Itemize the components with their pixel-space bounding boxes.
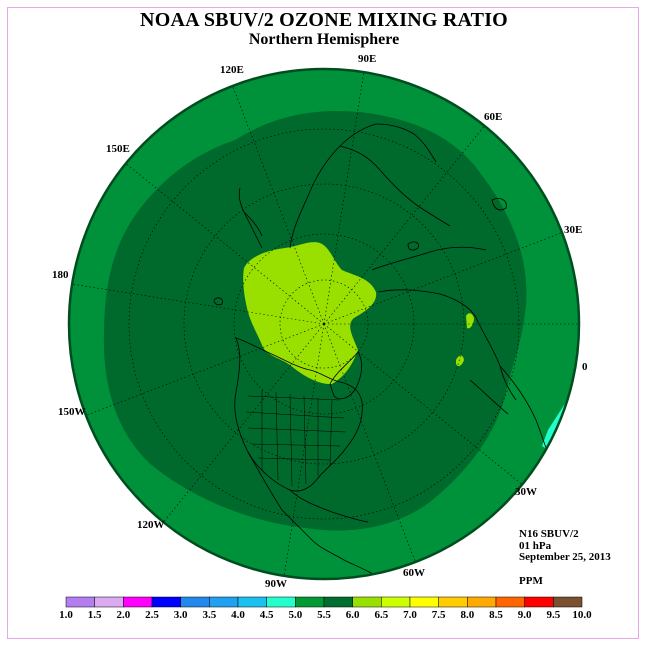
colorbar-tick-label: 5.5 [317, 609, 331, 621]
ozone-core-small-2 [456, 355, 464, 367]
colorbar-swatch [495, 596, 525, 608]
lon-label-150e: 150E [106, 143, 130, 155]
lon-label-180: 180 [52, 269, 69, 281]
colorbar-tick-label: 9.5 [546, 609, 560, 621]
lon-label-90e: 90E [358, 53, 376, 65]
info-date: September 25, 2013 [519, 551, 611, 563]
colorbar-tick-label: 3.0 [174, 609, 188, 621]
colorbar-tick-label: 8.5 [489, 609, 503, 621]
lon-label-60w: 60W [403, 567, 425, 579]
colorbar-tick-label: 9.0 [518, 609, 532, 621]
lon-label-30e: 30E [564, 224, 582, 236]
colorbar-tick-label: 8.0 [460, 609, 474, 621]
lon-label-150w: 150W [58, 406, 86, 418]
colorbar-tick-label: 6.5 [374, 609, 388, 621]
colorbar-tick-label: 4.5 [260, 609, 274, 621]
lon-label-30w: 30W [515, 486, 537, 498]
colorbar-swatch [438, 596, 468, 608]
lon-label-90w: 90W [265, 578, 287, 590]
info-satellite: N16 SBUV/2 [519, 528, 579, 540]
colorbar-swatch [524, 596, 554, 608]
map-subtitle: Northern Hemisphere [248, 31, 400, 48]
lon-label-0: 0 [582, 361, 588, 373]
state-borders [245, 390, 347, 487]
info-level: 01 hPa [519, 540, 552, 552]
colorbar-tick-label: 3.5 [202, 609, 216, 621]
colorbar-swatch [94, 596, 124, 608]
colorbar-tick-label: 7.5 [432, 609, 446, 621]
colorbar-swatch [323, 596, 353, 608]
colorbar-swatch [209, 596, 239, 608]
colorbar-tick-label: 5.0 [288, 609, 302, 621]
colorbar-swatch [180, 596, 210, 608]
colorbar-swatch [151, 596, 181, 608]
colorbar-tick-label: 6.0 [346, 609, 360, 621]
colorbar-tick-label: 7.0 [403, 609, 417, 621]
colorbar-tick-label: 4.0 [231, 609, 245, 621]
colorbar-tick-label: 1.5 [88, 609, 102, 621]
ozone-core-small-1 [466, 313, 474, 329]
graticule [69, 69, 579, 579]
lon-label-120w: 120W [137, 519, 165, 531]
colorbar-swatch [409, 596, 439, 608]
colorbar-swatch [237, 596, 267, 608]
colorbar-swatch [266, 596, 296, 608]
colorbar-swatch [123, 596, 153, 608]
colorbar-tick-label: 2.0 [116, 609, 130, 621]
colorbar-tick-label: 2.5 [145, 609, 159, 621]
colorbar: 1.0 1.5 2.0 2.5 3.0 3.5 4.0 4.5 5.0 5.5 6.0 6.5 7.0 7… [59, 596, 592, 621]
colorbar-swatch [553, 596, 583, 608]
colorbar-swatch [381, 596, 411, 608]
info-unit: PPM [519, 575, 543, 587]
lon-label-60e: 60E [484, 111, 502, 123]
colorbar-swatch [352, 596, 382, 608]
colorbar-swatch [65, 596, 95, 608]
map-boundary [67, 67, 581, 581]
colorbar-swatch [467, 596, 497, 608]
colorbar-tick-label: 10.0 [572, 609, 592, 621]
colorbar-swatch [295, 596, 325, 608]
ozone-core-6-6.5 [243, 242, 377, 385]
coastlines [213, 123, 553, 579]
lon-label-120e: 120E [220, 64, 244, 76]
colorbar-tick-label: 1.0 [59, 609, 73, 621]
plot-frame [7, 7, 639, 639]
map-title: NOAA SBUV/2 OZONE MIXING RATIO [140, 9, 508, 31]
